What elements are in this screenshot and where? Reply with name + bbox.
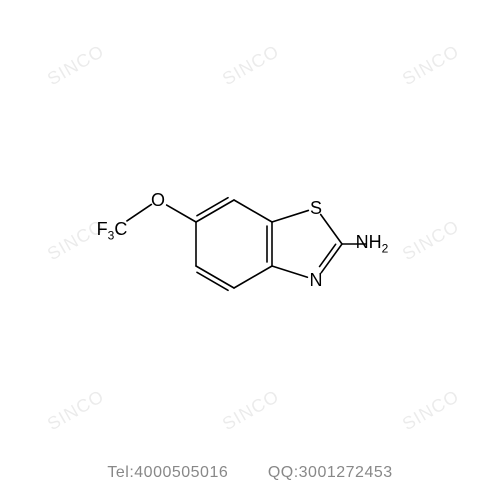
contact-bar: Tel:4000505016 QQ:3001272453 bbox=[0, 464, 500, 482]
atom-N1: N bbox=[310, 270, 323, 291]
atom-O: O bbox=[151, 190, 165, 211]
atom-F3C: F3C bbox=[97, 219, 128, 243]
atom-NH2: NH2 bbox=[356, 232, 389, 256]
qq-label: QQ: bbox=[268, 464, 299, 481]
atom-S: S bbox=[310, 198, 322, 219]
qq-value: 3001272453 bbox=[299, 464, 393, 481]
tel-value: 4000505016 bbox=[134, 464, 228, 481]
tel-label: Tel: bbox=[107, 464, 134, 481]
molecule-structure bbox=[0, 0, 500, 500]
